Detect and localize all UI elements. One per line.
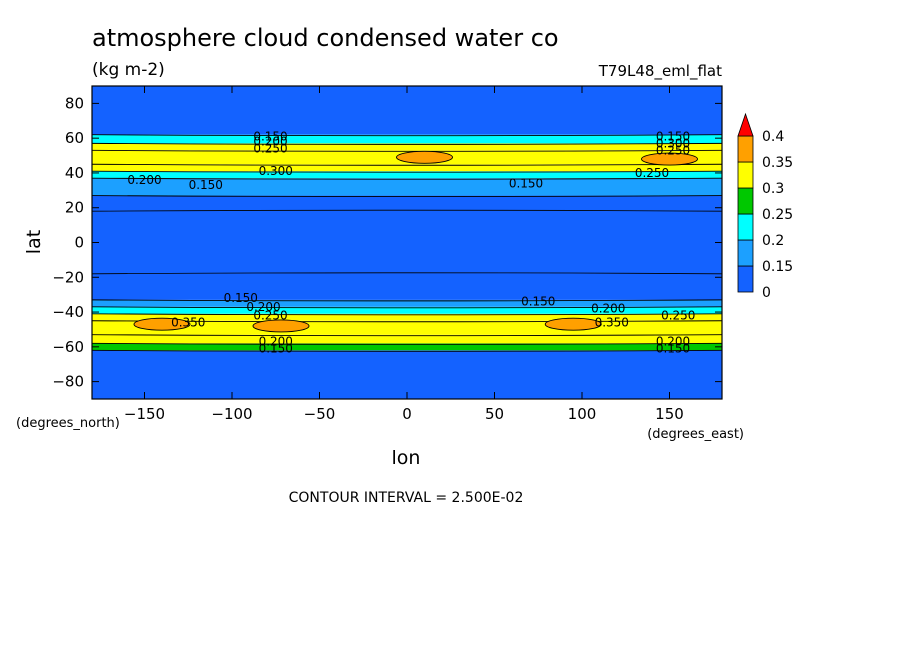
contour-label: 0.150: [656, 342, 690, 356]
filled-band: [92, 299, 722, 307]
x-units-label: (degrees_east): [647, 427, 744, 442]
contour-line: [92, 195, 722, 197]
filled-band: [92, 171, 722, 179]
colorbar-swatch: [737, 213, 754, 241]
maximum-region: [133, 317, 191, 331]
contour-label: 0.200: [656, 335, 690, 349]
contour-label: 0.150: [189, 178, 223, 192]
filled-band: [92, 343, 722, 351]
filled-band: [92, 164, 722, 172]
x-tick-label: 0: [402, 405, 412, 423]
contour-label: 0.150: [509, 176, 543, 190]
colorbar-swatch: [737, 187, 754, 215]
contour-label: 0.350: [171, 315, 205, 329]
x-tick-label: 100: [568, 405, 597, 423]
contour-label: 0.300: [259, 164, 293, 178]
contour-line: [92, 170, 722, 173]
filled-band: [92, 134, 722, 144]
contour-label: 0.200: [127, 173, 161, 187]
y-tick-label: 40: [65, 164, 84, 182]
x-axis: −150 −100 −50 0 50 100 150: [124, 86, 684, 423]
colorbar-label: 0.15: [762, 259, 793, 275]
units-label: (kg m-2): [92, 60, 165, 80]
contour-label: 0.150: [656, 129, 690, 143]
y-units-label: (degrees_north): [16, 416, 120, 431]
colorbar-label: 0.35: [762, 155, 793, 171]
y-tick-label: 20: [65, 199, 84, 217]
contour-label: 0.200: [259, 335, 293, 349]
contour-line: [92, 177, 722, 180]
contour-label: 0.150: [224, 291, 258, 305]
colorbar-label: 0: [762, 285, 771, 301]
contour-line: [92, 163, 722, 166]
contour-line: [92, 342, 722, 345]
x-tick-label: −100: [211, 405, 252, 423]
filled-band: [92, 178, 722, 196]
contour-label: 0.250: [253, 142, 287, 156]
y-axis: 80 60 40 20 0 −20 −40 −60 −80: [52, 94, 722, 391]
contour-line: [92, 272, 722, 275]
colorbar-label: 0.3: [762, 181, 784, 197]
contour-line: [92, 134, 722, 137]
contour-line: [92, 299, 722, 302]
y-tick-label: −60: [52, 338, 84, 356]
contour-plot-area: 0.1500.2000.2500.1500.3000.2500.3000.200…: [92, 86, 722, 399]
contour-label: 0.350: [595, 315, 629, 329]
contour-label: 0.300: [656, 136, 690, 150]
contour-line: [92, 209, 722, 212]
contour-line: [92, 306, 722, 309]
filled-band: [92, 313, 722, 321]
y-tick-label: −20: [52, 268, 84, 286]
y-tick-label: −40: [52, 303, 84, 321]
colorbar-label: 0.2: [762, 233, 784, 249]
colorbar-overflow-triangle: [737, 112, 754, 137]
maximum-region: [641, 152, 698, 166]
maximum-region: [544, 317, 602, 331]
y-tick-label: 60: [65, 129, 84, 147]
contour-line: [92, 149, 722, 152]
maximum-region: [396, 150, 453, 164]
filled-band: [92, 306, 722, 314]
contour-label: 0.200: [246, 300, 280, 314]
contour-label: 0.150: [521, 295, 555, 309]
colorbar-swatch: [737, 161, 754, 189]
y-axis-label: lat: [23, 230, 45, 254]
contour-label: 0.200: [253, 135, 287, 149]
y-tick-label: −80: [52, 373, 84, 391]
colorbar: 0 0.15 0.2 0.25 0.3 0.35 0.4: [737, 112, 793, 301]
x-tick-label: 50: [485, 405, 504, 423]
contour-line: [92, 313, 722, 316]
colorbar-label: 0.4: [762, 129, 784, 145]
x-tick-label: −150: [124, 405, 165, 423]
filled-band: [92, 195, 722, 300]
contour-line: [92, 334, 722, 337]
x-tick-label: −50: [304, 405, 336, 423]
contour-label: 0.250: [635, 166, 669, 180]
x-axis-label: lon: [392, 447, 421, 469]
filled-band: [92, 143, 722, 151]
colorbar-label: 0.25: [762, 207, 793, 223]
filled-band: [92, 350, 722, 399]
contour-label: 0.200: [591, 302, 625, 316]
contour-label: 0.150: [259, 342, 293, 356]
contour-line: [92, 142, 722, 145]
y-tick-label: 80: [65, 94, 84, 112]
colorbar-swatch: [737, 265, 754, 293]
contour-label: 0.250: [661, 309, 695, 323]
contour-label: 0.250: [253, 309, 287, 323]
contour-line: [92, 349, 722, 352]
contour-label: 0.150: [253, 129, 287, 143]
colorbar-swatch: [737, 239, 754, 267]
chart-title: atmosphere cloud condensed water co: [92, 24, 559, 52]
contour-label: 0.250: [656, 143, 690, 157]
filled-band: [92, 334, 722, 344]
x-tick-label: 150: [655, 405, 684, 423]
dataset-label: T79L48_eml_flat: [598, 62, 722, 81]
maximum-region: [252, 319, 310, 333]
colorbar-swatch: [737, 135, 754, 163]
filled-band: [92, 86, 722, 135]
y-tick-label: 0: [74, 234, 84, 252]
contour-interval-note: CONTOUR INTERVAL = 2.500E-02: [289, 490, 524, 506]
